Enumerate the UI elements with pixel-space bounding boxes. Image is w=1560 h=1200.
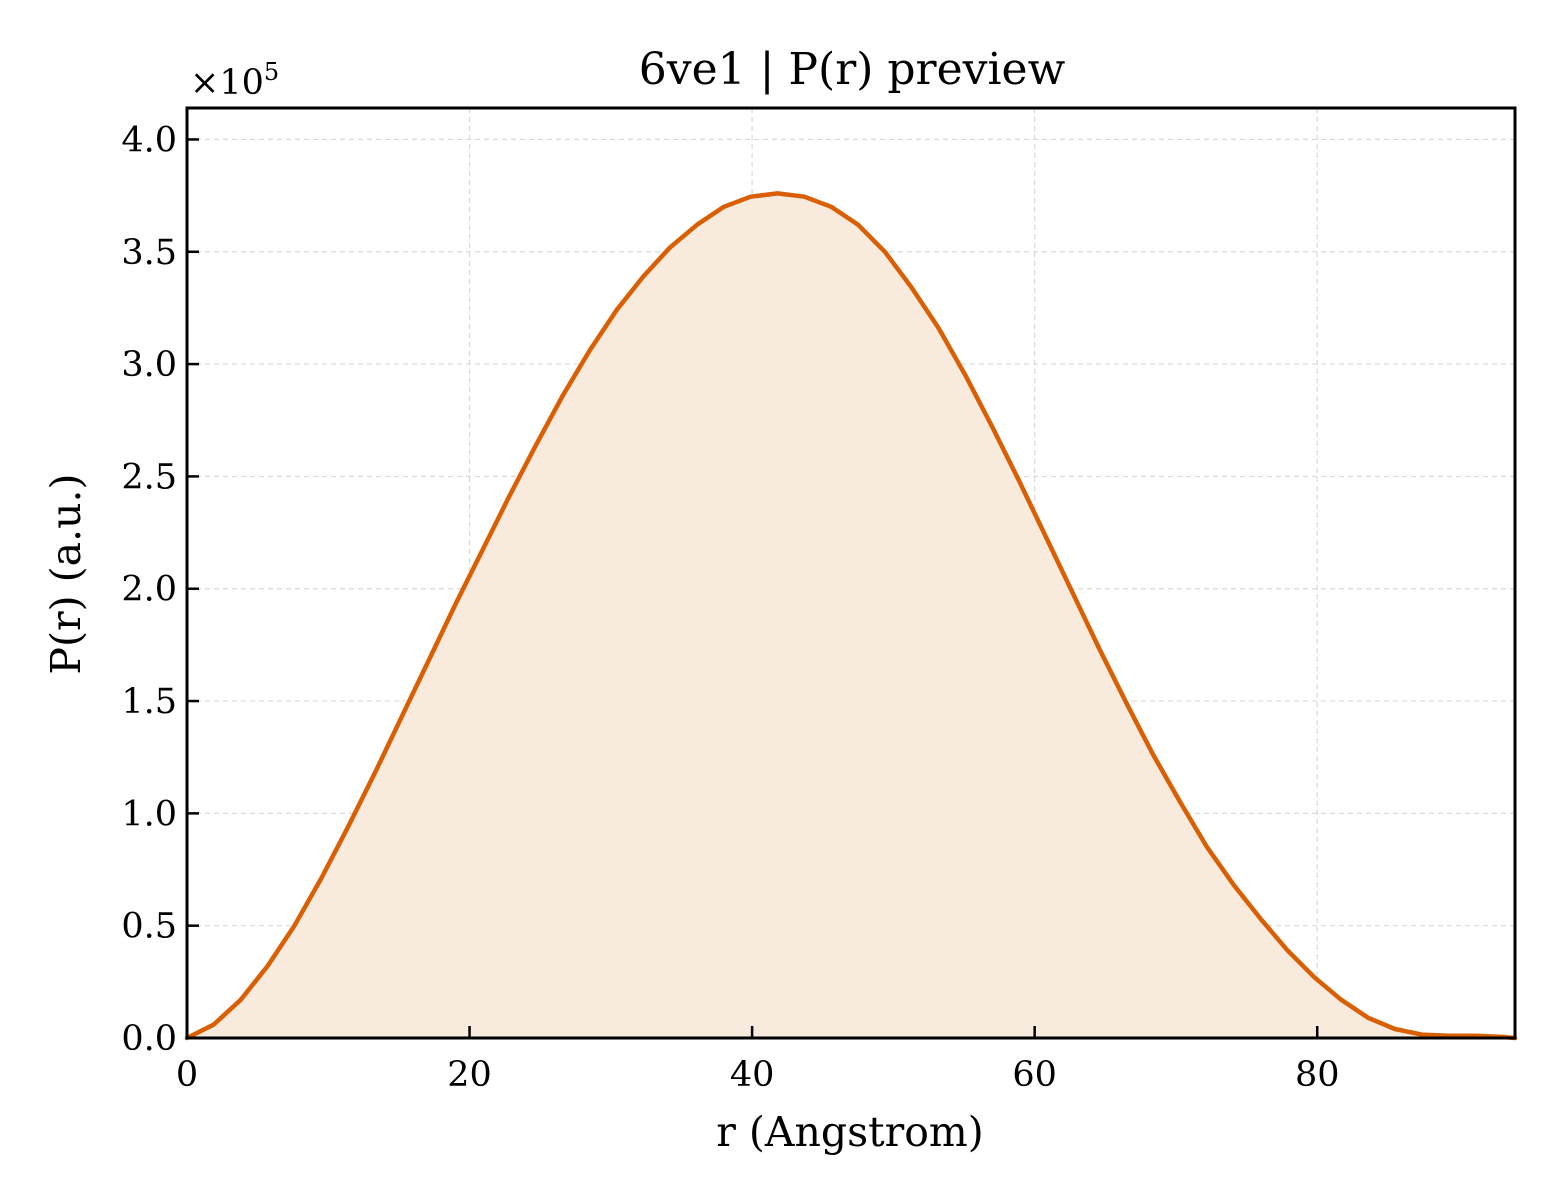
y-tick-label: 3.0 bbox=[121, 345, 177, 385]
data-layer bbox=[184, 191, 1518, 1041]
x-axis-label: r (Angstrom) bbox=[716, 1108, 984, 1156]
tick-marks bbox=[185, 138, 1319, 1040]
y-axis-label: P(r) (a.u.) bbox=[42, 473, 90, 674]
y-tick-label: 0.0 bbox=[121, 1019, 177, 1059]
pr-curve-line bbox=[184, 191, 1518, 1041]
x-tick-label: 80 bbox=[1295, 1055, 1340, 1095]
pr-area-fill bbox=[187, 193, 1515, 1038]
y-tick-label: 1.0 bbox=[121, 794, 177, 834]
x-tick-label: 40 bbox=[730, 1055, 775, 1095]
y-tick-label: 1.5 bbox=[121, 682, 177, 722]
y-tick-label: 2.0 bbox=[121, 570, 177, 610]
tick-labels: 0 20 40 60 80 0.0 0.5 1.0 1.5 2.0 2.5 3.0 3.5 4.0 bbox=[121, 120, 1339, 1095]
y-axis-scale-factor: ×105 bbox=[190, 58, 279, 103]
y-tick-label: 2.5 bbox=[121, 457, 177, 497]
plot-frame bbox=[185, 106, 1517, 1040]
y-tick-label: 4.0 bbox=[121, 120, 177, 160]
x-tick-label: 20 bbox=[447, 1055, 492, 1095]
y-axis-scale-multiplier: ×10 bbox=[190, 63, 264, 103]
x-tick-label: 60 bbox=[1012, 1055, 1057, 1095]
x-tick-label: 0 bbox=[176, 1055, 198, 1095]
y-tick-label: 0.5 bbox=[121, 907, 177, 947]
chart-title: 6ve1 | P(r) preview bbox=[639, 44, 1066, 95]
y-tick-label: 3.5 bbox=[121, 233, 177, 273]
y-axis-scale-exponent: 5 bbox=[264, 58, 279, 86]
